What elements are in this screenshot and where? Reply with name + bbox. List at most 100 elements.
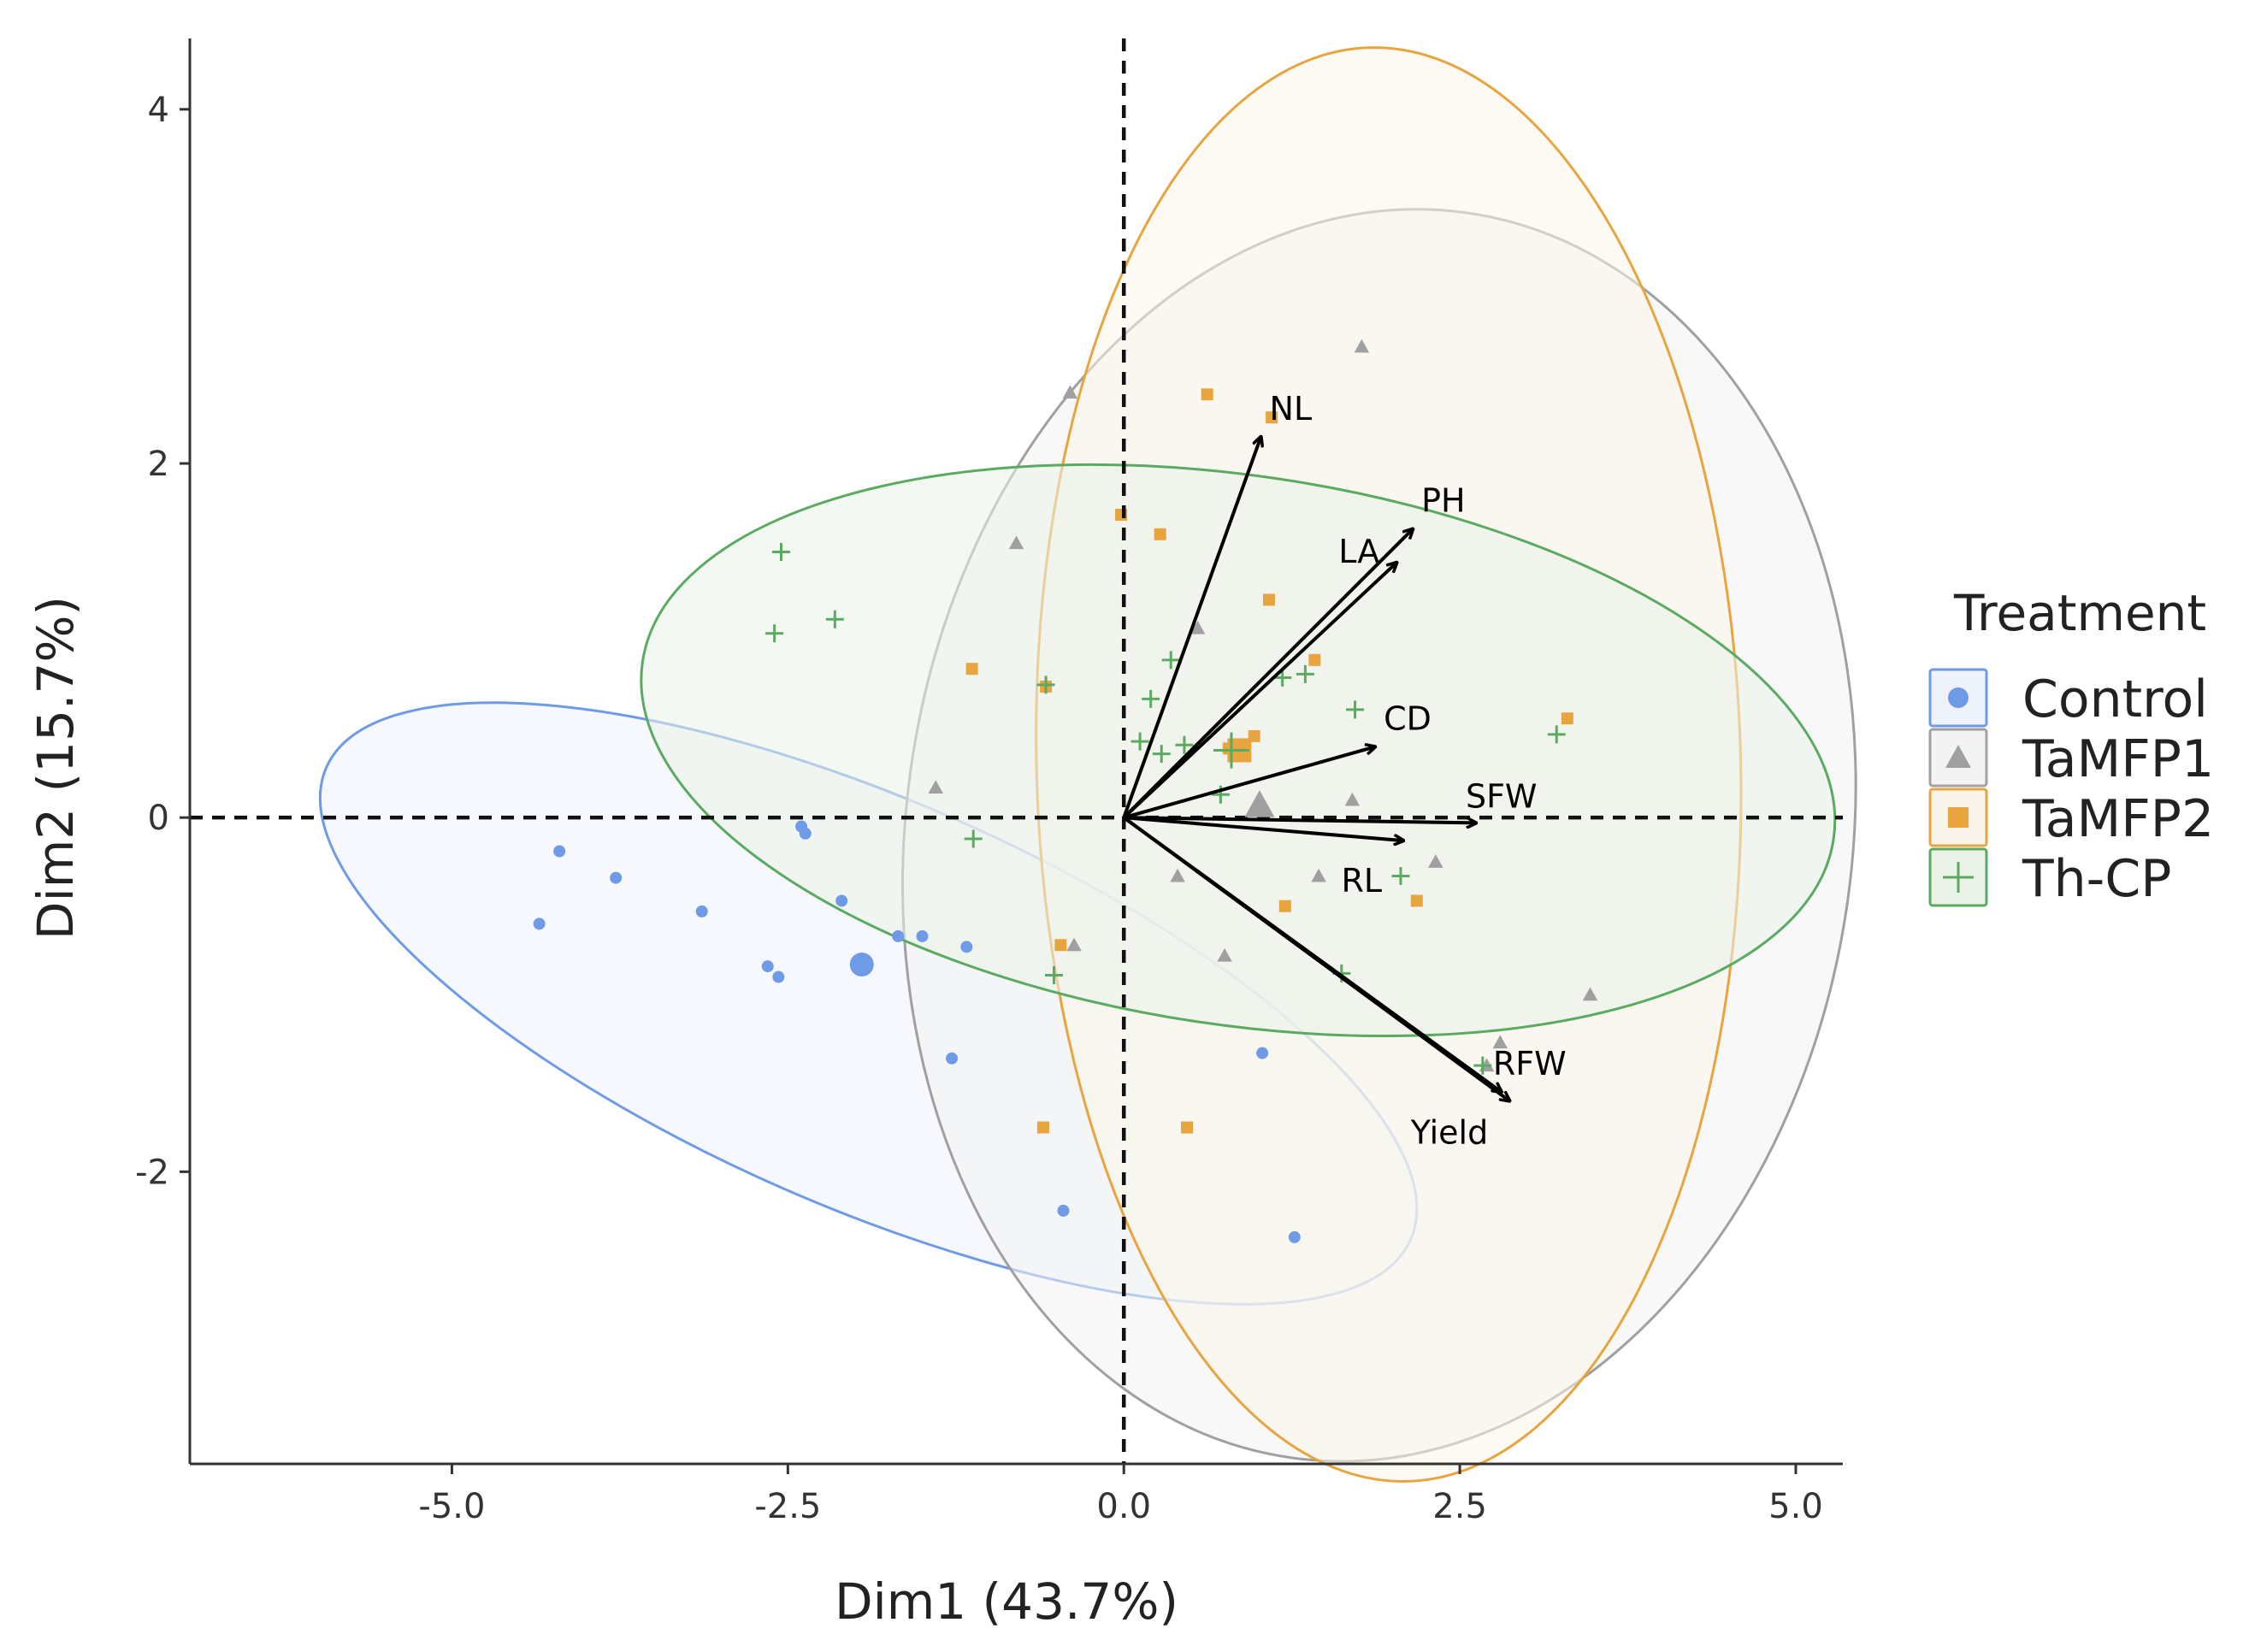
- point-th-cp: [1142, 689, 1160, 708]
- vector-arrow-ph: [1122, 529, 1413, 819]
- point-control: [533, 917, 546, 930]
- vector-label-yield: Yield: [1410, 1113, 1488, 1151]
- legend-label-tamfp1: TaMFP1: [2022, 729, 2214, 789]
- legend-marker-tamfp1: [1945, 745, 1971, 768]
- y-tick-label: 2: [148, 445, 169, 484]
- point-th-cp: [765, 624, 784, 643]
- point-tamfp1: [928, 780, 943, 794]
- x-axis-title: Dim1 (43.7%): [835, 1572, 1178, 1631]
- point-control: [772, 971, 785, 983]
- point-th-cp: [1391, 866, 1410, 885]
- point-th-cp: [1296, 664, 1314, 683]
- vector-label-nl: NL: [1270, 390, 1313, 428]
- point-th-cp: [1130, 732, 1149, 751]
- point-tamfp1: [1344, 792, 1361, 806]
- centroid-th-cp: [1213, 732, 1249, 769]
- x-tick-label: -5.0: [418, 1487, 485, 1526]
- point-tamfp2: [1201, 388, 1213, 401]
- point-th-cp: [1175, 735, 1194, 754]
- point-tamfp1: [1062, 385, 1078, 399]
- vector-arrow-rl: [1124, 816, 1403, 841]
- legend-label-control: Control: [2022, 670, 2208, 729]
- vector-label-rl: RL: [1342, 862, 1383, 900]
- point-tamfp1: [1582, 987, 1598, 1001]
- vector-arrow-la: [1122, 563, 1396, 819]
- x-tick-label: -2.5: [754, 1487, 821, 1526]
- data-points: [533, 339, 1598, 1243]
- point-control: [1288, 1230, 1301, 1243]
- point-control: [946, 1052, 959, 1065]
- point-tamfp1: [1170, 868, 1185, 882]
- centroid-control: [849, 953, 874, 977]
- point-th-cp: [1045, 965, 1063, 984]
- x-axis-ticks: -5.0 -2.5 0.0 2.5 5.0: [418, 1464, 1823, 1526]
- legend-marker-tamfp2: [1948, 807, 1969, 828]
- point-control: [892, 929, 905, 942]
- point-tamfp2: [1266, 411, 1278, 424]
- vector-arrow-yield: [1123, 816, 1509, 1100]
- point-tamfp1: [1066, 937, 1082, 952]
- point-tamfp2: [1278, 900, 1291, 912]
- point-control: [916, 929, 929, 942]
- x-tick-label: 0.0: [1096, 1487, 1151, 1526]
- point-tamfp1: [1217, 947, 1232, 962]
- point-th-cp: [1036, 676, 1055, 694]
- point-tamfp1: [1428, 854, 1443, 868]
- point-th-cp: [825, 610, 844, 628]
- legend-label-th-cp: Th-CP: [2022, 849, 2171, 909]
- y-tick-label: 0: [148, 799, 169, 838]
- x-tick-label: 2.5: [1432, 1487, 1487, 1526]
- point-control: [610, 871, 623, 884]
- point-control: [553, 845, 566, 858]
- point-th-cp: [964, 829, 983, 848]
- vector-arrow-nl: [1122, 437, 1260, 818]
- point-tamfp1: [1008, 535, 1024, 550]
- point-tamfp1: [1492, 1035, 1508, 1049]
- point-tamfp2: [1154, 528, 1166, 540]
- vector-label-rfw: RFW: [1493, 1045, 1567, 1083]
- vector-label-la: LA: [1338, 533, 1379, 570]
- point-tamfp2: [1036, 1121, 1049, 1134]
- y-tick-label: -2: [135, 1153, 169, 1192]
- point-th-cp: [1473, 1056, 1492, 1075]
- point-tamfp1: [1311, 868, 1326, 882]
- point-control: [761, 960, 774, 973]
- vector-arrow-cd: [1123, 746, 1375, 820]
- point-control: [960, 941, 973, 953]
- group-centroids: [849, 732, 1275, 977]
- point-tamfp1: [1189, 620, 1206, 634]
- y-axis-title: Dim2 (15.7%): [27, 596, 85, 940]
- point-th-cp: [1547, 725, 1566, 744]
- x-tick-label: 5.0: [1768, 1487, 1823, 1526]
- vector-label-sfw: SFW: [1466, 777, 1538, 815]
- point-tamfp2: [1054, 939, 1067, 952]
- centroid-tamfp1: [1244, 790, 1275, 817]
- point-th-cp: [1346, 700, 1365, 719]
- point-tamfp2: [1262, 593, 1275, 606]
- legend-marker-th-cp: [1943, 862, 1974, 893]
- point-control: [1057, 1204, 1070, 1217]
- point-th-cp: [1161, 651, 1180, 670]
- point-control: [799, 827, 812, 840]
- vector-label-ph: PH: [1421, 482, 1466, 520]
- point-th-cp: [1273, 669, 1292, 687]
- point-control: [695, 905, 708, 917]
- y-tick-label: 4: [148, 91, 169, 130]
- y-axis-ticks: -2 0 2 4: [135, 91, 190, 1192]
- vector-label-cd: CD: [1384, 699, 1432, 737]
- point-control: [1256, 1047, 1269, 1059]
- point-tamfp2: [1181, 1121, 1194, 1134]
- legend-title: Treatment: [1953, 584, 2206, 642]
- point-th-cp: [1152, 745, 1171, 764]
- vector-arrow-sfw: [1124, 816, 1476, 823]
- point-tamfp1: [1354, 339, 1370, 353]
- point-th-cp: [771, 543, 790, 562]
- point-tamfp2: [965, 663, 978, 676]
- point-tamfp2: [1410, 894, 1423, 907]
- legend-label-tamfp2: TaMFP2: [2022, 789, 2214, 849]
- point-tamfp2: [1561, 712, 1573, 725]
- confidence-ellipses: [318, 46, 1857, 1483]
